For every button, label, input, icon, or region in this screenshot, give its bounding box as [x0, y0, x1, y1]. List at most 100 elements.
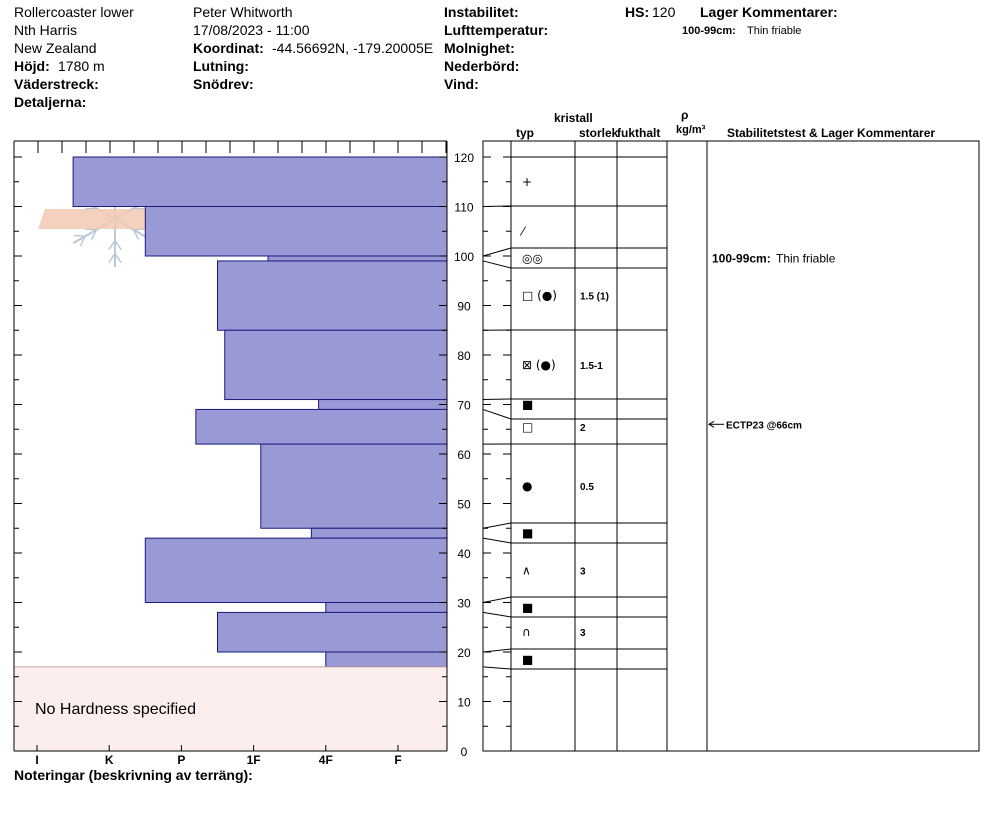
layer-boundary-8	[482, 537, 667, 544]
stability-comment-depth: 100-99cm:	[712, 251, 771, 265]
layer-comment-text: Thin friable	[747, 25, 802, 37]
crystal-size-11: 3	[580, 628, 586, 639]
crystal-symbol-10: ■	[522, 600, 533, 614]
stability-arrow-icon-0	[708, 420, 715, 428]
hardness-bar-6	[195, 408, 448, 445]
crystal-header: kristall	[554, 111, 593, 125]
crystal-size-6: 2	[580, 423, 586, 434]
hardness-label-2: P	[177, 753, 185, 767]
layer-boundary-12	[482, 666, 667, 670]
crystal-symbol-3: □ (●)	[522, 289, 557, 303]
crystal-symbol-4: ⊠ (●)	[522, 358, 556, 372]
precip-label: Nederbörd:	[444, 58, 520, 74]
hardness-label-4: 4F	[319, 753, 333, 767]
hardness-label-1: K	[105, 753, 114, 767]
stability-comment-text: Thin friable	[776, 251, 836, 265]
instability-label: Instabilitet:	[444, 4, 519, 20]
crystal-symbol-1: ⁄	[519, 224, 527, 238]
elevation-label: Höjd:	[14, 58, 50, 74]
layer-comment-depth: 100-99cm:	[682, 25, 736, 37]
no-hardness-text: No Hardness specified	[35, 701, 196, 718]
layer-boundary-1	[482, 247, 667, 257]
hardness-bar-5	[318, 399, 448, 410]
layer-boundary-0	[482, 205, 667, 207]
elevation-value: 1780 m	[58, 58, 105, 74]
crystal-size-9: 3	[580, 566, 586, 577]
depth-label-90: 90	[457, 300, 471, 314]
hardness-bar-11	[217, 611, 448, 653]
depth-label-50: 50	[457, 498, 471, 512]
type-header: typ	[516, 126, 534, 140]
coordinate-value: -44.56692N, -179.20005E	[272, 40, 434, 56]
crystal-symbol-11: ∩	[522, 625, 531, 639]
range-name: Nth Harris	[14, 22, 78, 38]
hardness-label-0: I	[35, 753, 38, 767]
hardness-label-5: F	[394, 753, 401, 767]
stability-test-label-0: ECTP23 @66cm	[726, 420, 802, 431]
observer-name: Peter Whitworth	[193, 4, 293, 20]
hardness-bar-12	[325, 651, 448, 668]
hardness-bar-4	[224, 329, 448, 401]
hardness-bar-7	[260, 443, 448, 529]
crystal-symbol-8: ■	[522, 526, 533, 540]
hs-label: HS:	[625, 4, 650, 20]
layer-boundary-9	[482, 596, 667, 603]
hardness-bar-0	[72, 156, 448, 207]
hardness-bar-10	[325, 602, 448, 613]
crystal-symbol-12: ■	[522, 652, 533, 666]
hardness-bar-2	[267, 255, 448, 262]
hardness-bar-8	[310, 527, 448, 539]
depth-label-60: 60	[457, 448, 471, 462]
layer-boundary-2	[482, 260, 667, 269]
hardness-label-3: 1F	[247, 753, 261, 767]
depth-label-120: 120	[454, 151, 474, 165]
depth-label-110: 110	[454, 201, 473, 215]
location-name: Rollercoaster lower	[14, 4, 134, 20]
crystal-symbol-5: ■	[522, 398, 533, 412]
layer-table-frame	[482, 140, 980, 752]
depth-label-20: 20	[457, 646, 471, 660]
depth-label-10: 10	[457, 696, 471, 710]
depth-label-0: 0	[461, 745, 468, 759]
depth-label-30: 30	[457, 597, 471, 611]
notes-label: Noteringar (beskrivning av terräng):	[14, 767, 253, 783]
crystal-symbol-6: □	[522, 420, 533, 434]
layer-boundary-11	[482, 648, 667, 653]
layer-boundary-7	[482, 522, 667, 529]
country-name: New Zealand	[14, 40, 97, 56]
depth-label-80: 80	[457, 349, 471, 363]
crystal-symbol-0: +	[522, 175, 532, 189]
aspect-label: Väderstreck:	[14, 76, 99, 92]
wind-loading-label: Snödrev:	[193, 76, 254, 92]
hs-value: 120	[652, 4, 676, 20]
hardness-bar-9	[144, 537, 448, 604]
crystal-size-7: 0.5	[580, 482, 594, 493]
observation-datetime: 17/08/2023 - 11:00	[193, 22, 310, 38]
depth-label-70: 70	[457, 399, 471, 413]
crystal-size-3: 1.5 (1)	[580, 292, 609, 303]
wind-label: Vind:	[444, 76, 479, 92]
depth-label-100: 100	[454, 250, 474, 264]
details-label: Detaljerna:	[14, 94, 87, 110]
density-unit-header: kg/m³	[676, 124, 706, 136]
hardness-bar-3	[217, 260, 448, 331]
depth-label-40: 40	[457, 547, 471, 561]
crystal-symbol-9: ∧	[522, 563, 531, 577]
layer-boundary-10	[482, 611, 667, 618]
layer-comments-label: Lager Kommentarer:	[700, 4, 838, 20]
layer-boundary-4	[482, 398, 667, 401]
stability-header: Stabilitetstest & Lager Kommentarer	[727, 126, 936, 140]
slope-label: Lutning:	[193, 58, 249, 74]
crystal-size-4: 1.5-1	[580, 361, 603, 372]
crystal-symbol-7: ●	[522, 479, 532, 493]
moisture-header: fukthalt	[617, 126, 661, 140]
coordinate-label: Koordinat:	[193, 40, 264, 56]
layer-boundary-5	[482, 408, 667, 420]
crystal-symbol-2: ◎◎	[522, 251, 543, 265]
air-temp-label: Lufttemperatur:	[444, 22, 549, 38]
sky-label: Molnighet:	[444, 40, 515, 56]
rho-header: ρ	[681, 108, 689, 122]
size-header: storlek	[579, 126, 619, 140]
hardness-bar-1	[144, 206, 448, 257]
